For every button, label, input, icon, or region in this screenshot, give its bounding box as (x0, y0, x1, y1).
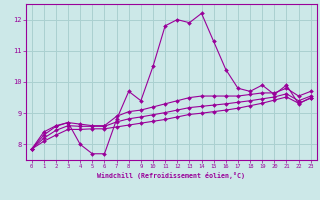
X-axis label: Windchill (Refroidissement éolien,°C): Windchill (Refroidissement éolien,°C) (97, 172, 245, 179)
